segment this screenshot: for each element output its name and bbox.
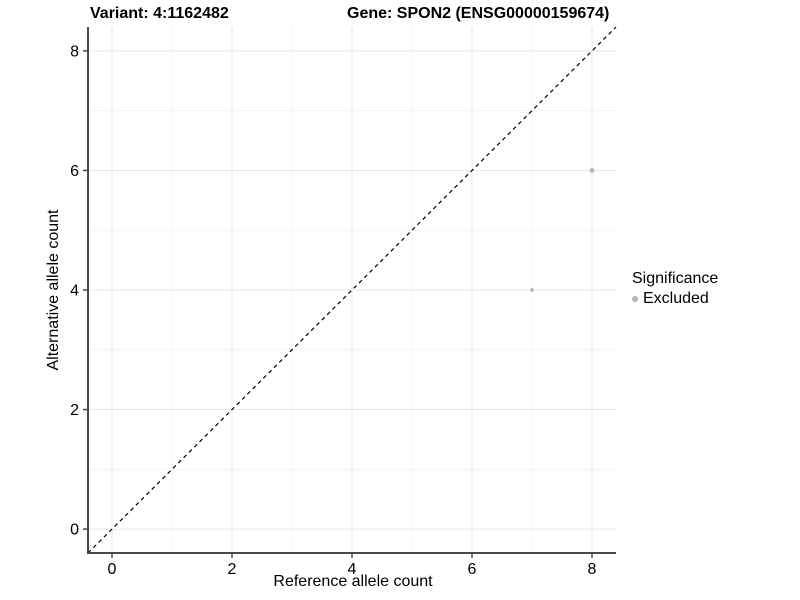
legend-key-dot-icon xyxy=(632,296,638,302)
y-tick-label: 2 xyxy=(70,402,79,419)
data-point xyxy=(589,168,595,173)
data-point xyxy=(530,288,534,292)
y-tick-label: 4 xyxy=(70,283,79,300)
legend-title: Significance xyxy=(632,270,719,287)
x-tick-label: 0 xyxy=(108,561,117,578)
plot-title-gene: Gene: SPON2 (ENSG00000159674) xyxy=(347,5,610,22)
legend-entry-label: Excluded xyxy=(643,290,709,307)
x-tick-label: 4 xyxy=(348,561,357,578)
y-tick-label: 8 xyxy=(70,43,79,60)
y-tick-label: 6 xyxy=(70,163,79,180)
legend-entry-excluded: Excluded xyxy=(632,290,718,308)
legend: Significance Excluded xyxy=(632,270,718,308)
x-tick-label: 8 xyxy=(588,561,597,578)
x-tick-label: 2 xyxy=(228,561,237,578)
x-axis-title: Reference allele count xyxy=(273,573,433,590)
y-tick-label: 0 xyxy=(70,522,79,539)
x-tick-label: 6 xyxy=(468,561,477,578)
plot-title-variant: Variant: 4:1162482 xyxy=(90,5,229,22)
